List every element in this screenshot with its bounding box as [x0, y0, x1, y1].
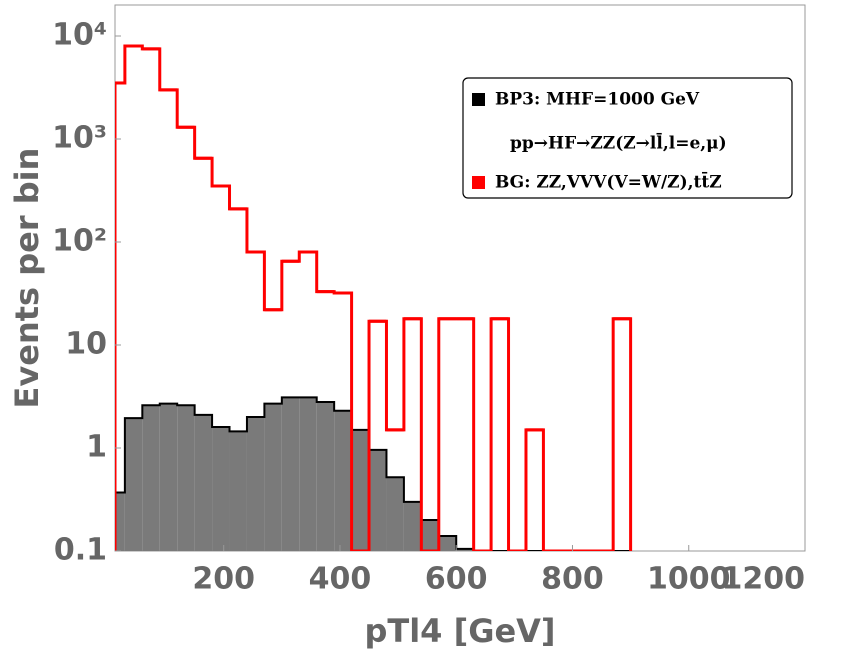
y-tick-label: 0.1: [54, 533, 107, 568]
plot: [115, 44, 633, 551]
bar: [421, 519, 439, 551]
bar: [351, 429, 370, 551]
bar: [194, 414, 213, 551]
x-tick-label: 1000: [647, 562, 731, 597]
bar: [264, 403, 282, 551]
y-tick-label: 10³: [52, 121, 107, 156]
legend-label: BG: ZZ,VVV(V=W/Z),tt̄Z: [495, 171, 722, 192]
bar: [316, 401, 335, 551]
legend-note: pp→HF→ZZ(Z→ll̄,l=e,μ): [510, 132, 727, 153]
bar: [281, 397, 300, 551]
bar: [115, 492, 125, 551]
y-tick-label: 10⁴: [52, 18, 107, 53]
bar: [159, 403, 178, 551]
bar: [229, 431, 247, 551]
x-tick-label: 800: [541, 562, 604, 597]
step-outline: [115, 396, 631, 551]
legend-box: [462, 77, 793, 199]
bar: [456, 548, 474, 551]
y-tick-label: 1: [86, 430, 107, 465]
bar: [386, 477, 404, 551]
bar: [212, 426, 230, 551]
y-axis-label: Events per bin: [8, 148, 46, 409]
bar: [299, 397, 317, 551]
bar: [142, 405, 160, 551]
legend-swatch: [472, 93, 485, 106]
bar: [403, 501, 422, 551]
legend-label: BP3: MHF=1000 GeV: [495, 90, 700, 110]
x-axis-label: pTl4 [GeV]: [364, 612, 555, 650]
bar: [438, 535, 457, 551]
bar: [124, 418, 143, 551]
bar: [177, 405, 195, 551]
bar: [334, 410, 352, 551]
x-tick-label: 400: [309, 562, 372, 597]
y-tick-label: 10²: [52, 224, 107, 259]
x-tick-label: 1200: [722, 562, 806, 597]
x-tick-label: 200: [192, 562, 255, 597]
bar: [246, 416, 265, 551]
step-outline: [115, 44, 633, 551]
legend-swatch: [472, 176, 485, 189]
y-tick-label: 10: [65, 327, 107, 362]
x-tick-label: 600: [425, 562, 488, 597]
bar: [369, 449, 387, 551]
